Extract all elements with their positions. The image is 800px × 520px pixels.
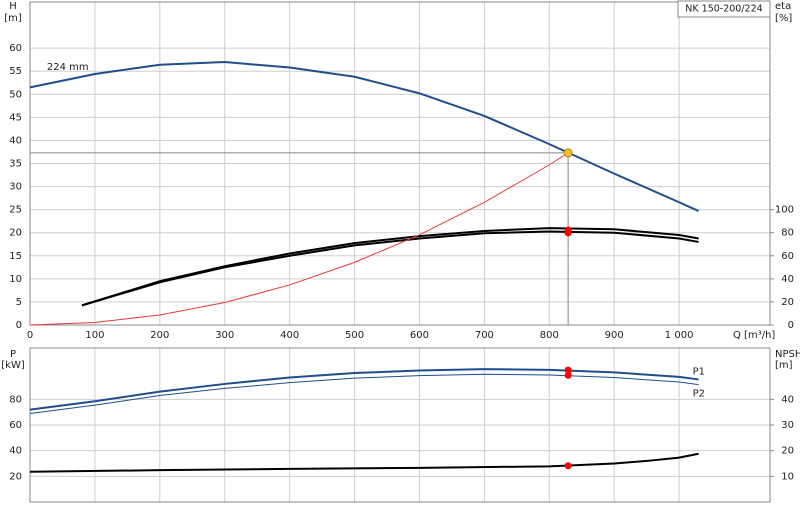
x-tick-label: 300: [215, 330, 234, 341]
x-axis-label: Q [m³/h]: [733, 330, 775, 341]
x-tick-label: 100: [85, 330, 104, 341]
y-axis-label: H: [9, 1, 17, 12]
y2-tick-label: 40: [781, 394, 794, 405]
y-tick-label: 10: [9, 274, 22, 285]
chart-title: NK 150-200/224: [685, 4, 762, 15]
duty-point: [564, 366, 572, 374]
series-line: [29, 152, 569, 326]
x-tick-label: 800: [540, 330, 559, 341]
plot-frame: [29, 1, 771, 326]
y-tick-label: 35: [9, 159, 22, 170]
y2-tick-label: 40: [781, 274, 794, 285]
y-tick-label: 30: [9, 182, 22, 193]
y-tick-label: 60: [9, 43, 22, 54]
x-tick-label: 700: [475, 330, 494, 341]
duty-point: [563, 148, 573, 158]
series-line: [29, 368, 699, 411]
series-line: [29, 452, 699, 473]
x-tick-label: 400: [280, 330, 299, 341]
y2-tick-label: 20: [781, 297, 794, 308]
y-tick-label: 0: [16, 320, 22, 331]
duty-point: [564, 229, 572, 237]
x-tick-label: 200: [150, 330, 169, 341]
series-line: [81, 227, 699, 307]
y-tick-label: 40: [9, 135, 22, 146]
duty-point: [564, 462, 572, 470]
y2-axis-label: eta: [775, 1, 791, 12]
y-axis-label: P: [10, 349, 16, 360]
y2-tick-label: 100: [775, 205, 794, 216]
y2-axis-label: NPSH: [775, 349, 800, 360]
x-tick-label: 1 000: [665, 330, 694, 341]
y-tick-label: 50: [9, 89, 22, 100]
series-label: 224 mm: [47, 62, 89, 73]
title-box: [677, 0, 771, 18]
y2-axis-unit: [%]: [775, 13, 792, 24]
duty-point: [564, 371, 572, 379]
y-tick-label: 5: [16, 297, 22, 308]
x-tick-label: 0: [27, 330, 33, 341]
y-tick-label: 40: [9, 446, 22, 457]
y-tick-label: 20: [9, 228, 22, 239]
y-tick-label: 15: [9, 251, 22, 262]
y2-tick-label: 80: [781, 228, 794, 239]
y2-tick-label: 60: [781, 251, 794, 262]
y-tick-label: 25: [9, 205, 22, 216]
series-label: P1: [693, 366, 705, 377]
y2-axis-unit: [m]: [775, 360, 793, 371]
series-line: [81, 230, 699, 307]
y-axis-unit: [kW]: [1, 360, 25, 371]
series-line: [29, 60, 700, 212]
y-tick-label: 45: [9, 112, 22, 123]
y-tick-label: 80: [9, 394, 22, 405]
y-tick-label: 60: [9, 420, 22, 431]
y2-tick-label: 20: [781, 446, 794, 457]
y-tick-label: 55: [9, 66, 22, 77]
y2-tick-label: 30: [781, 420, 794, 431]
y2-tick-label: 10: [781, 471, 794, 482]
y2-tick-label: 0: [788, 320, 794, 331]
series-label: P2: [693, 389, 705, 400]
series-line: [29, 373, 699, 414]
y-axis-unit: [m]: [4, 13, 22, 24]
x-tick-label: 500: [345, 330, 364, 341]
y-tick-label: 20: [9, 471, 22, 482]
x-tick-label: 900: [605, 330, 624, 341]
x-tick-label: 600: [410, 330, 429, 341]
